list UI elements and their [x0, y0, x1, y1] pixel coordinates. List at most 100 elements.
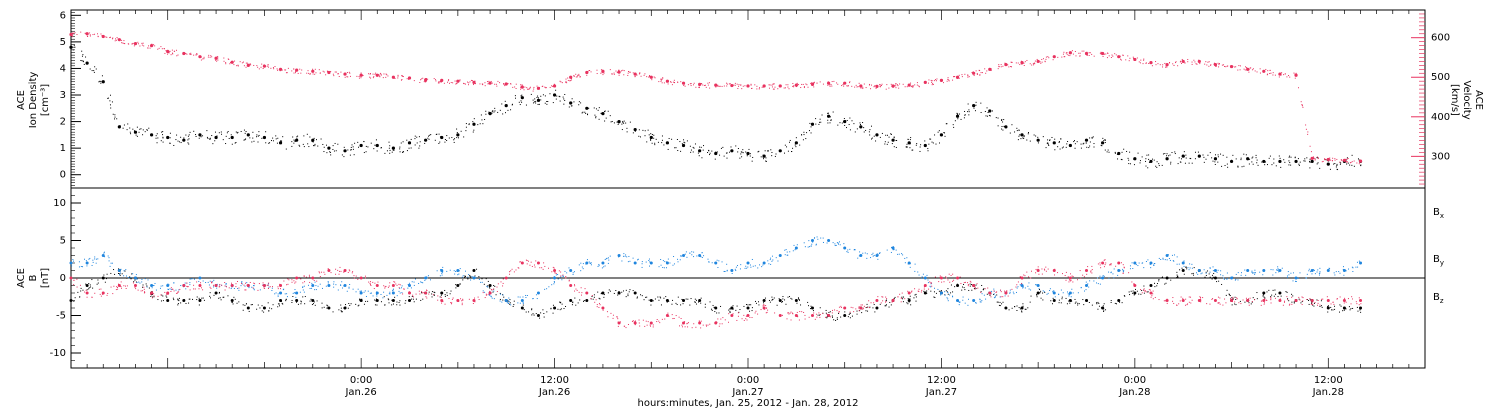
noise-dot — [1355, 266, 1357, 268]
noise-dot — [571, 101, 573, 103]
noise-dot — [1278, 155, 1280, 157]
noise-dot — [603, 266, 605, 268]
noise-dot — [1122, 268, 1124, 270]
noise-dot — [1035, 284, 1037, 286]
noise-dot — [243, 139, 245, 141]
noise-dot — [370, 281, 372, 283]
noise-dot — [595, 108, 597, 110]
noise-dot — [619, 321, 621, 323]
noise-dot — [110, 286, 112, 288]
noise-dot — [968, 76, 970, 78]
noise-dot — [1292, 272, 1294, 274]
noise-dot — [893, 298, 895, 300]
noise-dot — [392, 289, 394, 291]
noise-dot — [326, 144, 328, 146]
noise-dot — [683, 84, 685, 86]
noise-dot — [225, 62, 227, 64]
noise-dot — [830, 84, 832, 86]
noise-dot — [654, 298, 656, 300]
noise-dot — [208, 284, 210, 286]
noise-dot — [994, 296, 996, 298]
noise-dot — [567, 77, 569, 79]
noise-dot — [364, 275, 366, 277]
noise-dot — [422, 77, 424, 79]
noise-dot — [122, 42, 124, 44]
data-point — [424, 138, 428, 142]
noise-dot — [388, 285, 390, 287]
noise-dot — [1002, 129, 1004, 131]
noise-dot — [923, 288, 925, 290]
noise-dot — [349, 154, 351, 156]
data-point — [730, 269, 734, 272]
noise-dot — [1204, 63, 1206, 65]
noise-dot — [1178, 157, 1180, 159]
noise-dot — [225, 135, 227, 137]
noise-dot — [374, 304, 376, 306]
noise-dot — [107, 97, 109, 99]
noise-dot — [1008, 309, 1010, 311]
noise-dot — [693, 147, 695, 149]
noise-dot — [958, 304, 960, 306]
noise-dot — [422, 292, 424, 294]
noise-dot — [451, 137, 453, 139]
noise-dot — [538, 103, 540, 105]
noise-dot — [759, 87, 761, 89]
noise-dot — [914, 263, 916, 265]
noise-dot — [473, 84, 475, 86]
noise-dot — [1021, 63, 1023, 65]
data-point — [311, 284, 315, 287]
noise-dot — [940, 290, 942, 292]
data-point — [1101, 51, 1105, 56]
noise-dot — [460, 298, 462, 300]
noise-dot — [840, 316, 842, 318]
noise-dot — [957, 113, 959, 115]
noise-dot — [312, 303, 314, 305]
noise-dot — [1020, 276, 1022, 278]
noise-dot — [918, 288, 920, 290]
noise-dot — [896, 139, 898, 141]
noise-dot — [1166, 66, 1168, 68]
data-point — [198, 55, 202, 59]
noise-dot — [1269, 155, 1271, 157]
noise-dot — [376, 293, 378, 295]
noise-dot — [494, 110, 496, 112]
noise-dot — [419, 145, 421, 147]
noise-dot — [785, 249, 787, 251]
data-point — [1181, 59, 1185, 64]
noise-dot — [97, 279, 99, 281]
noise-dot — [729, 151, 731, 153]
noise-dot — [542, 268, 544, 270]
noise-dot — [155, 135, 157, 137]
noise-dot — [399, 148, 401, 150]
data-point — [778, 84, 782, 88]
noise-dot — [340, 311, 342, 313]
noise-dot — [341, 311, 343, 313]
noise-dot — [195, 134, 197, 136]
noise-dot — [893, 137, 895, 139]
noise-dot — [93, 71, 95, 73]
noise-dot — [1289, 162, 1291, 164]
noise-dot — [580, 287, 582, 289]
noise-dot — [1052, 59, 1054, 61]
noise-dot — [895, 139, 897, 141]
noise-dot — [173, 144, 175, 146]
noise-dot — [1038, 273, 1040, 275]
noise-dot — [577, 302, 579, 304]
noise-dot — [1176, 276, 1178, 278]
noise-dot — [189, 282, 191, 284]
noise-dot — [241, 281, 243, 283]
noise-dot — [482, 83, 484, 85]
data-point — [520, 299, 524, 302]
noise-dot — [826, 242, 828, 244]
noise-dot — [627, 295, 629, 297]
noise-dot — [805, 83, 807, 85]
data-point — [649, 321, 653, 325]
noise-dot — [295, 72, 297, 74]
noise-dot — [647, 321, 649, 323]
noise-dot — [658, 320, 660, 322]
data-point — [1181, 299, 1185, 302]
noise-dot — [967, 76, 969, 78]
noise-dot — [363, 141, 365, 143]
noise-dot — [267, 66, 269, 68]
noise-dot — [304, 296, 306, 298]
